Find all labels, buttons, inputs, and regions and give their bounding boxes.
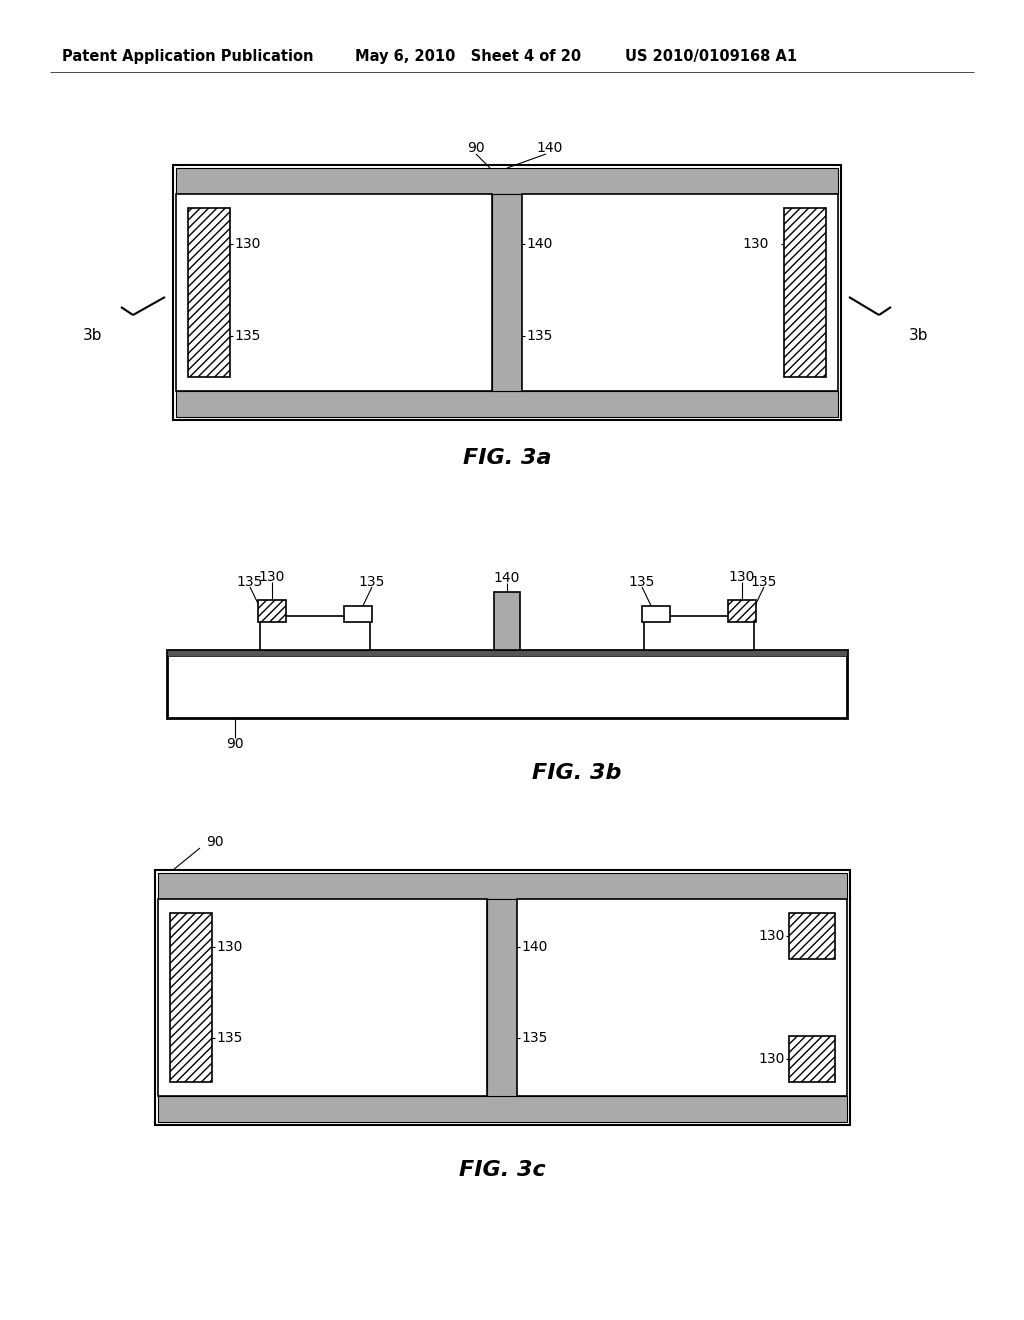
Bar bbox=[158, 899, 487, 1096]
Bar bbox=[167, 649, 847, 718]
Bar bbox=[492, 194, 522, 391]
Text: 135: 135 bbox=[751, 576, 777, 589]
Bar bbox=[260, 616, 370, 649]
Text: 90: 90 bbox=[226, 737, 244, 751]
Text: 130: 130 bbox=[216, 940, 243, 954]
Bar bbox=[517, 899, 847, 1096]
Bar bbox=[167, 649, 847, 656]
Bar bbox=[728, 601, 756, 622]
Text: FIG. 3a: FIG. 3a bbox=[463, 447, 551, 469]
Text: 90: 90 bbox=[206, 836, 224, 849]
Bar bbox=[176, 194, 492, 391]
Text: 130: 130 bbox=[234, 238, 260, 251]
Text: May 6, 2010   Sheet 4 of 20: May 6, 2010 Sheet 4 of 20 bbox=[355, 49, 582, 65]
Bar bbox=[258, 601, 286, 622]
Bar bbox=[644, 616, 754, 649]
Text: 140: 140 bbox=[521, 940, 548, 954]
Text: 130: 130 bbox=[742, 238, 768, 251]
Bar bbox=[487, 899, 517, 1096]
Bar bbox=[155, 870, 850, 1125]
Text: 140: 140 bbox=[526, 238, 552, 251]
Text: FIG. 3b: FIG. 3b bbox=[532, 763, 622, 783]
Text: 135: 135 bbox=[521, 1031, 548, 1045]
Bar bbox=[176, 168, 838, 194]
Bar bbox=[642, 606, 670, 622]
Bar bbox=[158, 873, 847, 899]
Bar bbox=[173, 165, 841, 420]
Bar bbox=[790, 1036, 835, 1082]
Bar bbox=[790, 913, 835, 960]
Text: 140: 140 bbox=[536, 141, 562, 154]
Text: 3b: 3b bbox=[83, 327, 102, 342]
Bar bbox=[522, 194, 838, 391]
Text: 135: 135 bbox=[237, 576, 263, 589]
Bar bbox=[158, 1096, 847, 1122]
Bar bbox=[344, 606, 372, 622]
Text: 140: 140 bbox=[494, 572, 520, 585]
Text: 135: 135 bbox=[629, 576, 655, 589]
Text: FIG. 3c: FIG. 3c bbox=[459, 1160, 546, 1180]
Text: 135: 135 bbox=[358, 576, 385, 589]
Bar bbox=[170, 913, 212, 1082]
Text: 135: 135 bbox=[216, 1031, 243, 1045]
Bar bbox=[784, 209, 826, 378]
Text: 130: 130 bbox=[259, 570, 286, 583]
Bar bbox=[494, 591, 520, 649]
Text: 3b: 3b bbox=[909, 327, 929, 342]
Text: 90: 90 bbox=[467, 141, 484, 154]
Bar bbox=[176, 391, 838, 417]
Text: 135: 135 bbox=[526, 329, 552, 343]
Text: 130: 130 bbox=[759, 929, 785, 942]
Text: 130: 130 bbox=[729, 570, 755, 583]
Bar bbox=[188, 209, 230, 378]
Text: Patent Application Publication: Patent Application Publication bbox=[62, 49, 313, 65]
Text: 135: 135 bbox=[234, 329, 260, 343]
Text: 130: 130 bbox=[759, 1052, 785, 1067]
Text: US 2010/0109168 A1: US 2010/0109168 A1 bbox=[625, 49, 797, 65]
